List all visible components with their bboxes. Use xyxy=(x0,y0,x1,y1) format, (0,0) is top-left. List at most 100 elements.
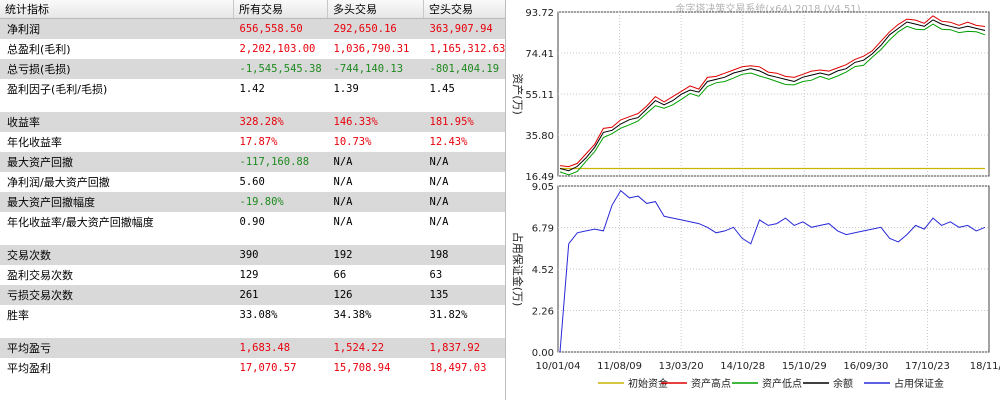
equity-chart-panel: 金字塔决策交易系统(x64) 2018 (V4.51) 16.49 35.80 55.… xyxy=(506,0,1000,400)
column-header-all-trades[interactable]: 所有交易 xyxy=(233,0,328,19)
table-row[interactable]: 净利润 656,558.50 292,650.16 363,907.94 xyxy=(0,18,505,39)
all-trades-value: 17,070.57 xyxy=(239,362,297,374)
x-tick-label: 14/10/28 xyxy=(720,361,765,372)
table-row[interactable]: 最大资产回撤 -117,160.88 N/A N/A xyxy=(0,152,505,172)
all-trades-value: 390 xyxy=(233,245,328,265)
all-trades-value: 261 xyxy=(233,285,328,305)
all-trades-value: -1,545,545.38 xyxy=(233,59,328,79)
all-trades-value: 33.08% xyxy=(239,309,278,321)
all-trades-value: 0.90 xyxy=(239,216,265,228)
short-trades-value: 181.95% xyxy=(423,112,505,132)
table-row[interactable]: 盈利因子(毛利/毛损) 1.42 1.39 1.45 xyxy=(0,79,505,99)
long-trades-value: 292,650.16 xyxy=(327,18,424,39)
x-tick-label: 18/11/0 xyxy=(970,361,1000,372)
all-trades-value: 1.42 xyxy=(239,83,265,95)
short-trades-value: N/A xyxy=(429,176,449,188)
metric-label: 亏损交易次数 xyxy=(0,285,234,305)
table-row[interactable]: 交易次数 390 192 198 xyxy=(0,245,505,265)
table-row[interactable]: 胜率 33.08% 34.38% 31.82% xyxy=(0,305,505,325)
table-spacer-row xyxy=(0,325,505,338)
statistics-table-panel[interactable]: 统计指标 所有交易 多头交易 空头交易 净利润 656,558.50 292,650… xyxy=(0,0,506,400)
metric-label: 交易次数 xyxy=(0,245,234,265)
x-tick-label: 17/10/23 xyxy=(905,361,950,372)
short-trades-value: 1.45 xyxy=(429,83,455,95)
table-spacer-cell xyxy=(328,232,424,245)
short-trades-value: 18,497.03 xyxy=(429,362,487,374)
short-trades-value: N/A xyxy=(423,192,505,212)
table-spacer-cell xyxy=(0,325,234,338)
short-trades-value: 135 xyxy=(423,285,505,305)
long-trades-value: N/A xyxy=(333,216,353,228)
column-header-metric[interactable]: 统计指标 xyxy=(0,0,234,19)
bottom-y-tick-label: 2.26 xyxy=(532,307,554,318)
statistics-table-body: 净利润 656,558.50 292,650.16 363,907.94 总盈利(毛利)… xyxy=(0,18,506,379)
all-trades-value: -117,160.88 xyxy=(233,152,328,172)
top-y-tick-label: 16.49 xyxy=(525,172,554,183)
table-row[interactable]: 总盈利(毛利) 2,202,103.00 1,036,790.31 1,165,312… xyxy=(0,39,505,59)
metric-label: 净利润 xyxy=(0,18,234,39)
long-trades-value: 1,036,790.31 xyxy=(333,43,410,55)
table-spacer-cell xyxy=(424,99,506,112)
table-row[interactable]: 平均盈利 17,070.57 15,708.94 18,497.03 xyxy=(0,358,505,378)
table-row[interactable]: 净利润/最大资产回撤 5.60 N/A N/A xyxy=(0,172,505,192)
table-spacer-cell xyxy=(424,232,506,245)
metric-label: 平均盈亏 xyxy=(0,338,234,358)
bottom-y-tick-label: 6.79 xyxy=(532,223,554,234)
bottom-y-tick-label: 9.05 xyxy=(532,182,554,193)
table-row[interactable]: 平均盈亏 1,683.48 1,524.22 1,837.92 xyxy=(0,338,505,358)
legend-label: 初始资金 xyxy=(628,377,668,390)
x-tick-label: 16/09/30 xyxy=(843,361,888,372)
table-row[interactable]: 收益率 328.28% 146.33% 181.95% xyxy=(0,112,505,132)
all-trades-value: 328.28% xyxy=(233,112,328,132)
column-header-long-trades[interactable]: 多头交易 xyxy=(327,0,424,19)
all-trades-value: 129 xyxy=(239,269,259,281)
top-y-tick-label: 35.80 xyxy=(525,131,554,142)
asset-low-series-line xyxy=(559,23,986,176)
table-spacer-cell xyxy=(328,325,424,338)
table-row[interactable]: 年化收益率 17.87% 10.73% 12.43% xyxy=(0,132,505,152)
short-trades-value: N/A xyxy=(429,216,449,228)
top-y-tick-label: 55.11 xyxy=(525,90,554,101)
legend-label: 资产高点 xyxy=(691,377,731,390)
bottom-y-tick-label: 0.00 xyxy=(532,348,554,359)
bottom-y-tick-label: 4.52 xyxy=(532,265,554,276)
table-header-row: 统计指标 所有交易 多头交易 空头交易 xyxy=(0,0,505,19)
table-row[interactable]: 年化收益率/最大资产回撤幅度 0.90 N/A N/A xyxy=(0,212,505,232)
legend-label: 占用保证金 xyxy=(894,377,944,390)
top-y-tick-label: 74.41 xyxy=(525,49,554,60)
all-trades-value: 5.60 xyxy=(239,176,265,188)
table-row[interactable]: 亏损交易次数 261 126 135 xyxy=(0,285,505,305)
long-trades-value: 1,524.22 xyxy=(327,338,424,358)
all-trades-value: -19.80% xyxy=(233,192,328,212)
long-trades-value: N/A xyxy=(333,176,353,188)
table-spacer-cell xyxy=(328,99,424,112)
table-spacer-cell xyxy=(234,325,328,338)
column-header-short-trades[interactable]: 空头交易 xyxy=(423,0,505,19)
asset-high-series-line xyxy=(559,15,986,168)
table-row[interactable]: 盈利交易次数 129 66 63 xyxy=(0,265,505,285)
short-trades-value: -801,404.19 xyxy=(423,59,505,79)
table-spacer-cell xyxy=(234,99,328,112)
table-spacer-row xyxy=(0,232,506,245)
equity-chart: 金字塔决策交易系统(x64) 2018 (V4.51) 16.49 35.80 55.… xyxy=(511,2,1000,390)
long-trades-value: -744,140.13 xyxy=(327,59,424,79)
chart-title: 金字塔决策交易系统(x64) 2018 (V4.51) xyxy=(675,2,860,15)
table-row[interactable]: 最大资产回撤幅度 -19.80% N/A N/A xyxy=(0,192,505,212)
long-trades-value: 34.38% xyxy=(333,309,372,321)
long-trades-value: 146.33% xyxy=(327,112,424,132)
table-row[interactable]: 总亏损(毛损) -1,545,545.38 -744,140.13 -801,404.… xyxy=(0,59,505,79)
x-tick-label: 11/08/09 xyxy=(597,361,642,372)
margin-used-series-line xyxy=(559,189,986,353)
long-trades-value: 10.73% xyxy=(333,136,372,148)
bottom-y-axis-label: 占用保证金(万) xyxy=(511,232,525,307)
metric-label: 年化收益率 xyxy=(7,136,62,149)
metric-label: 平均盈利 xyxy=(7,362,51,375)
long-trades-value: 15,708.94 xyxy=(333,362,391,374)
top-y-tick-label: 93.72 xyxy=(525,8,554,19)
metric-label: 收益率 xyxy=(0,112,234,132)
all-trades-value: 17.87% xyxy=(239,136,278,148)
short-trades-value: 1,837.92 xyxy=(423,338,505,358)
all-trades-value: 1,683.48 xyxy=(233,338,328,358)
long-trades-value: 192 xyxy=(327,245,424,265)
